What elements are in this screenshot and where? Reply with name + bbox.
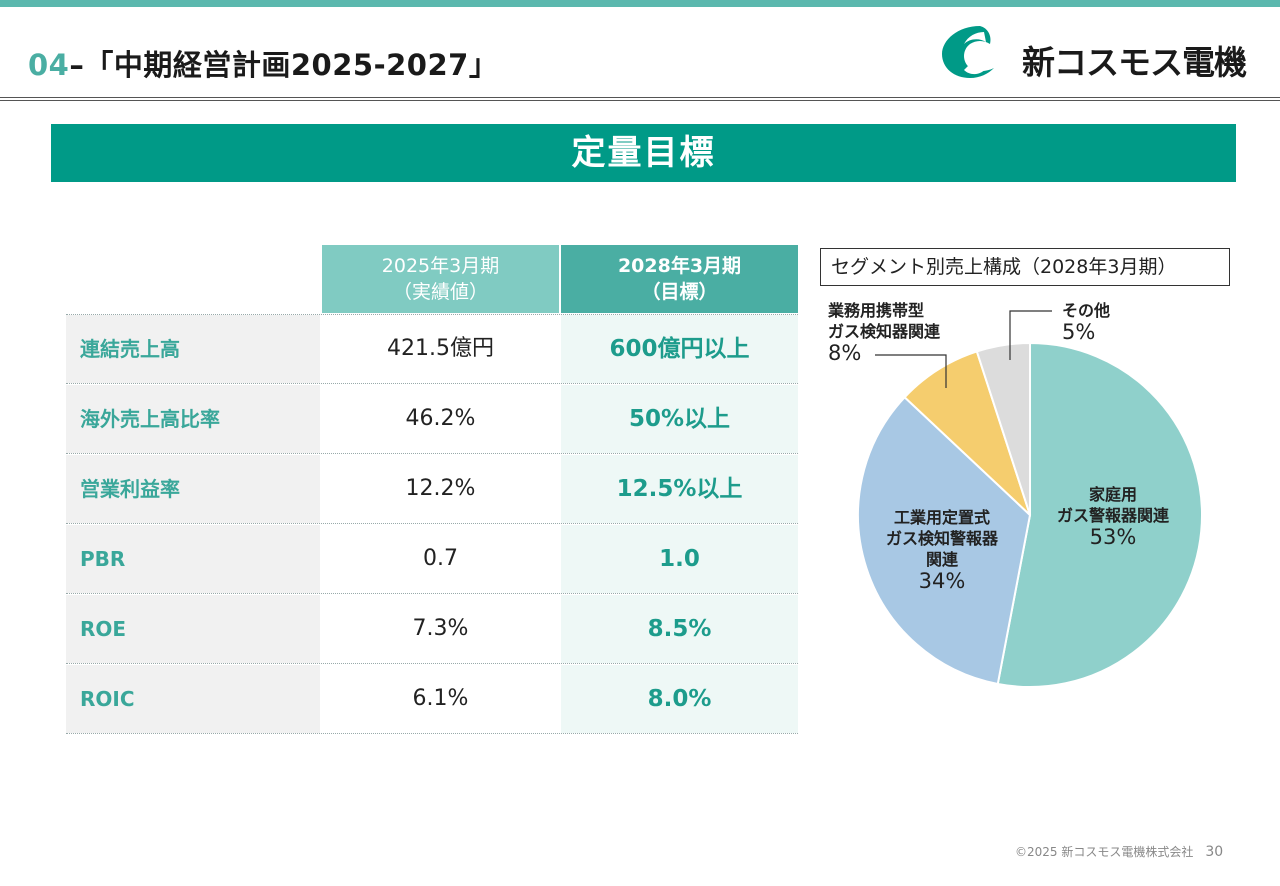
row-target-value: 8.5% xyxy=(561,595,798,663)
row-target-value: 600億円以上 xyxy=(561,315,798,383)
row-target-value: 50%以上 xyxy=(561,385,798,453)
column-header-actual-note: （実績値） xyxy=(392,281,488,303)
table-row: 海外売上高比率 46.2% 50%以上 xyxy=(66,385,798,454)
table-divider xyxy=(66,314,798,315)
table-row: ROE 7.3% 8.5% xyxy=(66,595,798,664)
row-label: PBR xyxy=(66,525,320,593)
footer: ©2025 新コスモス電機株式会社 30 xyxy=(1015,843,1223,860)
slice-label: 工業用定置式 xyxy=(894,508,990,527)
pie-slice-household xyxy=(996,341,1204,688)
column-header-actual: 2025年3月期 （実績値） xyxy=(322,245,559,313)
chart-title: セグメント別売上構成（2028年3月期） xyxy=(820,248,1230,286)
slice-label: 関連 xyxy=(926,550,959,569)
column-header-target-note: （目標） xyxy=(641,281,718,303)
column-header-target: 2028年3月期 （目標） xyxy=(561,245,798,313)
row-label: ROE xyxy=(66,595,320,663)
row-label: 海外売上高比率 xyxy=(66,385,320,453)
row-actual-value: 421.5億円 xyxy=(322,315,559,383)
row-label: ROIC xyxy=(66,665,320,733)
row-target-value: 8.0% xyxy=(561,665,798,733)
slice-label: ガス検知器関連 xyxy=(828,322,941,341)
row-label: 連結売上高 xyxy=(66,315,320,383)
column-header-target-period: 2028年3月期 xyxy=(617,255,742,277)
leader-line-other xyxy=(1009,310,1052,360)
page-number: 30 xyxy=(1205,844,1224,860)
row-actual-value: 46.2% xyxy=(322,385,559,453)
slice-value-label: 8% xyxy=(828,341,861,365)
page-title-text: –「中期経営計画2025-2027」 xyxy=(69,48,499,82)
slice-label: 業務用携帯型 xyxy=(827,301,924,320)
slice-value-label: 53% xyxy=(1090,525,1137,549)
section-number: 04 xyxy=(28,48,70,82)
leader-line-portable xyxy=(875,354,947,388)
slice-label: ガス検知警報器 xyxy=(886,529,999,548)
slice-value-label: 34% xyxy=(919,569,966,593)
row-actual-value: 7.3% xyxy=(322,595,559,663)
row-target-value: 12.5%以上 xyxy=(561,455,798,523)
slice-label: ガス警報器関連 xyxy=(1057,506,1170,525)
header-divider xyxy=(0,97,1280,101)
section-banner: 定量目標 xyxy=(51,124,1236,182)
row-target-value: 1.0 xyxy=(561,525,798,593)
copyright: ©2025 新コスモス電機株式会社 xyxy=(1015,845,1194,859)
pie-slice-portable xyxy=(903,350,1031,516)
slice-label: 家庭用 xyxy=(1089,485,1137,504)
row-actual-value: 12.2% xyxy=(322,455,559,523)
cosmos-logo-icon xyxy=(942,26,994,78)
pie-slice-other xyxy=(975,341,1031,516)
slice-label: その他 xyxy=(1062,301,1110,320)
table-row: ROIC 6.1% 8.0% xyxy=(66,665,798,734)
table-row: 営業利益率 12.2% 12.5%以上 xyxy=(66,455,798,524)
top-accent-bar xyxy=(0,0,1280,7)
row-label: 営業利益率 xyxy=(66,455,320,523)
table-row: 連結売上高 421.5億円 600億円以上 xyxy=(66,315,798,384)
column-header-actual-period: 2025年3月期 xyxy=(381,255,500,277)
table-row: PBR 0.7 1.0 xyxy=(66,525,798,594)
pie-slice-industrial xyxy=(857,395,1032,686)
row-actual-value: 0.7 xyxy=(322,525,559,593)
row-actual-value: 6.1% xyxy=(322,665,559,733)
page-title: 04–「中期経営計画2025-2027」 xyxy=(28,42,498,84)
company-logo: 新コスモス電機 xyxy=(940,22,1247,82)
slice-value-label: 5% xyxy=(1062,320,1095,344)
company-name: 新コスモス電機 xyxy=(1022,43,1247,82)
